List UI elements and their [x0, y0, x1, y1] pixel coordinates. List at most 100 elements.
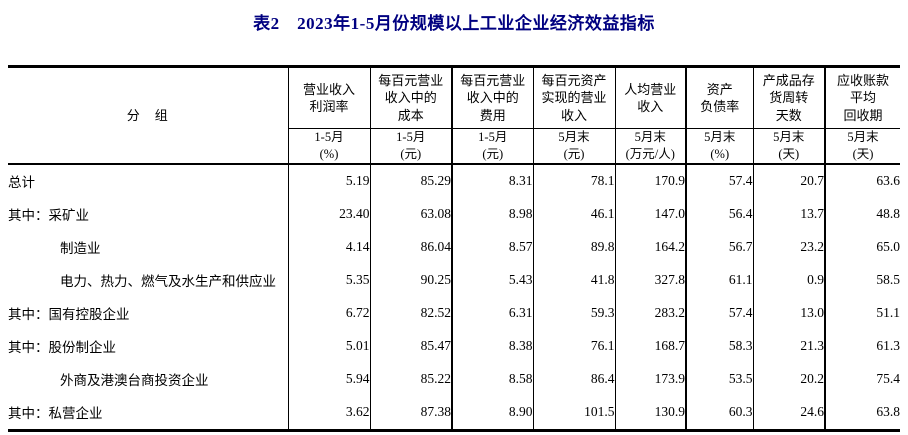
cell-value: 60.3	[685, 395, 753, 431]
cell-value: 8.58	[451, 362, 533, 396]
row-label: 其中：采矿业	[8, 198, 288, 231]
column-header-revenue-per-100-assets: 每百元资产 实现的营业 收入	[532, 66, 615, 129]
cell-value: 6.72	[287, 296, 370, 330]
cell-value: 57.4	[685, 163, 753, 198]
cell-value: 59.3	[532, 296, 615, 330]
cell-value: 56.7	[685, 230, 753, 264]
cell-value: 63.8	[824, 395, 900, 431]
row-label-name: 制造业	[60, 241, 101, 257]
column-header-debt-ratio: 资产 负债率	[685, 66, 753, 129]
header-row-titles: 分 组 营业收入 利润率 每百元营业 收入中的 成本 每百元营业 收入中的 费用…	[8, 66, 900, 165]
table-container: 分 组 营业收入 利润率 每百元营业 收入中的 成本 每百元营业 收入中的 费用…	[8, 65, 900, 432]
table-row-mining: 其中：采矿业 23.40 63.08 8.98 46.1 147.0 56.4 …	[8, 197, 900, 231]
cell-value: 168.7	[614, 329, 686, 363]
cell-value: 76.1	[532, 329, 615, 363]
cell-value: 4.14	[287, 230, 370, 264]
row-label-prefix: 其中：	[8, 406, 49, 422]
cell-value: 5.35	[287, 263, 370, 297]
cell-value: 8.98	[451, 197, 533, 231]
row-label-name: 电力、热力、燃气及水生产和供应业	[60, 274, 276, 290]
column-header-receivables-period: 应收账款 平均 回收期	[824, 66, 900, 129]
cell-value: 85.47	[369, 329, 452, 363]
cell-value: 48.8	[824, 197, 900, 231]
cell-value: 13.7	[752, 197, 825, 231]
row-label-name: 股份制企业	[48, 340, 117, 356]
cell-value: 86.4	[532, 362, 615, 396]
column-period-cost-per-100-revenue: 1-5月 (元)	[369, 127, 452, 165]
row-label-name: 国有控股企业	[48, 307, 130, 323]
row-label-name: 总计	[8, 175, 35, 191]
column-header-group: 分 组	[8, 66, 288, 165]
column-header-inventory-turnover-days: 产成品存 货周转 天数	[752, 66, 825, 129]
cell-value: 283.2	[614, 296, 686, 330]
cell-value: 23.40	[287, 197, 370, 231]
row-label: 其中：股份制企业	[8, 330, 288, 363]
row-label: 其中：私营企业	[8, 396, 288, 431]
cell-value: 61.3	[824, 329, 900, 363]
row-label-name: 私营企业	[48, 406, 103, 422]
cell-value: 85.29	[369, 163, 452, 198]
cell-value: 53.5	[685, 362, 753, 396]
column-period-profit-margin: 1-5月 (%)	[287, 127, 370, 165]
cell-value: 0.9	[752, 263, 825, 297]
cell-value: 87.38	[369, 395, 452, 431]
cell-value: 85.22	[369, 362, 452, 396]
cell-value: 164.2	[614, 230, 686, 264]
row-label: 总计	[8, 164, 288, 198]
cell-value: 170.9	[614, 163, 686, 198]
column-header-expense-per-100-revenue: 每百元营业 收入中的 费用	[451, 66, 533, 129]
cell-value: 78.1	[532, 163, 615, 198]
cell-value: 8.31	[451, 163, 533, 198]
cell-value: 75.4	[824, 362, 900, 396]
row-label: 其中：国有控股企业	[8, 297, 288, 330]
cell-value: 63.6	[824, 163, 900, 198]
cell-value: 61.1	[685, 263, 753, 297]
cell-value: 56.4	[685, 197, 753, 231]
cell-value: 101.5	[532, 395, 615, 431]
row-label-name: 采矿业	[48, 208, 90, 224]
column-header-revenue-per-capita: 人均营业 收入	[614, 66, 686, 129]
column-header-cost-per-100-revenue: 每百元营业 收入中的 成本	[369, 66, 452, 129]
cell-value: 90.25	[369, 263, 452, 297]
column-period-expense-per-100-revenue: 1-5月 (元)	[451, 127, 533, 165]
cell-value: 21.3	[752, 329, 825, 363]
column-period-inventory-turnover-days: 5月末 (天)	[752, 127, 825, 165]
cell-value: 57.4	[685, 296, 753, 330]
table-row-private: 其中：私营企业 3.62 87.38 8.90 101.5 130.9 60.3…	[8, 395, 900, 431]
column-header-profit-margin: 营业收入 利润率	[287, 66, 370, 129]
cell-value: 173.9	[614, 362, 686, 396]
row-label-name: 外商及港澳台商投资企业	[60, 373, 209, 389]
cell-value: 20.7	[752, 163, 825, 198]
cell-value: 147.0	[614, 197, 686, 231]
cell-value: 63.08	[369, 197, 452, 231]
row-label-prefix: 其中：	[8, 340, 49, 356]
row-label-prefix: 其中：	[8, 208, 49, 224]
cell-value: 8.90	[451, 395, 533, 431]
cell-value: 13.0	[752, 296, 825, 330]
table-row-state-holding: 其中：国有控股企业 6.72 82.52 6.31 59.3 283.2 57.…	[8, 296, 900, 330]
cell-value: 86.04	[369, 230, 452, 264]
row-label: 制造业	[8, 231, 288, 264]
cell-value: 5.94	[287, 362, 370, 396]
cell-value: 89.8	[532, 230, 615, 264]
header-row-periods: 1-5月 (%) 1-5月 (元) 1-5月 (元) 5月末 (元) 5月末 (…	[8, 127, 900, 165]
cell-value: 82.52	[369, 296, 452, 330]
table-row-total: 总计 5.19 85.29 8.31 78.1 170.9 57.4 20.7 …	[8, 163, 900, 198]
economic-indicators-table: 分 组 营业收入 利润率 每百元营业 收入中的 成本 每百元营业 收入中的 费用…	[8, 65, 900, 432]
cell-value: 65.0	[824, 230, 900, 264]
row-label: 电力、热力、燃气及水生产和供应业	[8, 264, 288, 297]
cell-value: 6.31	[451, 296, 533, 330]
cell-value: 24.6	[752, 395, 825, 431]
cell-value: 8.57	[451, 230, 533, 264]
column-period-receivables-period: 5月末 (天)	[824, 127, 900, 165]
cell-value: 130.9	[614, 395, 686, 431]
table-title: 表2 2023年1-5月份规模以上工业企业经济效益指标	[253, 14, 655, 33]
cell-value: 51.1	[824, 296, 900, 330]
cell-value: 46.1	[532, 197, 615, 231]
column-period-revenue-per-capita: 5月末 (万元/人)	[614, 127, 686, 165]
row-label-prefix: 其中：	[8, 307, 49, 323]
cell-value: 8.38	[451, 329, 533, 363]
cell-value: 327.8	[614, 263, 686, 297]
cell-value: 58.5	[824, 263, 900, 297]
